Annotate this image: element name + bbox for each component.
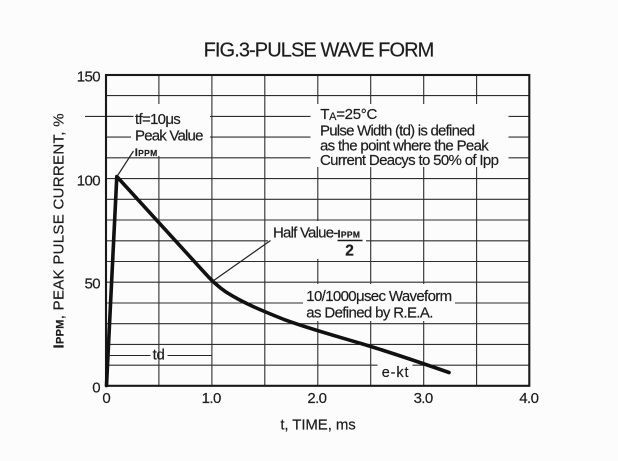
svg-text:0: 0 bbox=[102, 390, 110, 407]
svg-text:Current Deacys to 50% of Ipp: Current Deacys to 50% of Ipp bbox=[320, 152, 499, 169]
svg-text:Peak Value: Peak Value bbox=[135, 127, 203, 144]
svg-text:Half Value-IPPM: Half Value-IPPM bbox=[273, 225, 360, 242]
svg-text:2: 2 bbox=[345, 242, 354, 259]
svg-text:Pulse Width (td) is defined: Pulse Width (td) is defined bbox=[320, 123, 475, 140]
svg-text:100: 100 bbox=[77, 173, 100, 190]
svg-text:IPPM: IPPM bbox=[135, 147, 158, 159]
svg-text:2.0: 2.0 bbox=[307, 390, 326, 407]
svg-text:150: 150 bbox=[77, 68, 100, 85]
svg-text:as the point where the Peak: as the point where the Peak bbox=[320, 137, 489, 154]
svg-text:TA=25°C: TA=25°C bbox=[320, 106, 377, 123]
svg-text:as Defined by R.E.A.: as Defined by R.E.A. bbox=[306, 304, 432, 321]
svg-text:3.0: 3.0 bbox=[414, 390, 433, 407]
svg-text:10/1000μsec Waveform: 10/1000μsec Waveform bbox=[306, 288, 451, 305]
svg-text:tf=10μs: tf=10μs bbox=[135, 111, 180, 128]
svg-text:50: 50 bbox=[85, 275, 101, 292]
svg-text:IPPM, PEAK PULSE CURRENT, %: IPPM, PEAK PULSE CURRENT, % bbox=[51, 113, 68, 348]
svg-text:1.0: 1.0 bbox=[202, 390, 221, 407]
svg-text:e-kt: e-kt bbox=[382, 365, 410, 381]
svg-text:4.0: 4.0 bbox=[519, 390, 538, 407]
svg-text:t, TIME, ms: t, TIME, ms bbox=[280, 416, 355, 433]
svg-text:0: 0 bbox=[92, 380, 100, 397]
svg-text:td: td bbox=[153, 347, 165, 364]
svg-text:FIG.3-PULSE WAVE FORM: FIG.3-PULSE WAVE FORM bbox=[204, 40, 434, 62]
